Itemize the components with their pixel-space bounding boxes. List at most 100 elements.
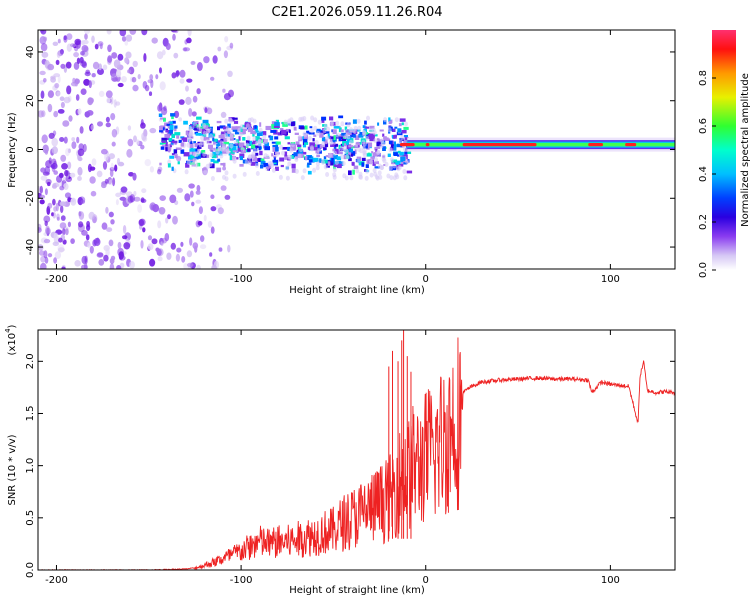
snr-y-scale-text: (x10 xyxy=(7,333,18,356)
scatter-blob xyxy=(328,160,334,166)
scatter-halo xyxy=(254,140,259,146)
noise-blob xyxy=(40,90,45,99)
noise-blob xyxy=(117,53,124,61)
scatter-blob xyxy=(327,161,331,166)
noise-blob xyxy=(191,201,195,207)
noise-blob xyxy=(132,60,138,68)
noise-blob xyxy=(220,185,227,191)
noise-blob xyxy=(171,72,177,79)
noise-blob xyxy=(65,148,70,157)
scatter-blob xyxy=(291,168,296,173)
x-tick-label: -100 xyxy=(230,274,253,285)
scatter-blob xyxy=(223,138,228,142)
scatter-halo xyxy=(403,175,408,181)
scatter-blob xyxy=(171,133,175,139)
scatter-blob xyxy=(177,161,180,165)
noise-blob xyxy=(83,78,90,86)
scatter-halo xyxy=(357,125,362,131)
figure-title: C2E1.2026.059.11.26.R04 xyxy=(271,5,442,20)
noise-blob xyxy=(101,148,108,155)
scatter-blob xyxy=(211,153,217,159)
noise-blob xyxy=(84,262,88,269)
colorbar-ticks: 0.0 0.2 0.4 0.6 0.8 xyxy=(698,70,716,278)
noise-blob xyxy=(60,154,67,162)
scatter-blob xyxy=(182,137,188,142)
scatter-blob xyxy=(174,126,177,132)
scatter-blob xyxy=(383,164,386,166)
scatter-halo xyxy=(397,164,402,170)
scatter-blob xyxy=(227,123,231,129)
scatter-blob xyxy=(319,144,325,149)
noise-blob xyxy=(129,76,135,83)
noise-blob xyxy=(39,199,45,205)
noise-blob xyxy=(40,175,48,181)
noise-blob xyxy=(203,56,210,64)
scatter-blob xyxy=(322,159,328,164)
scatter-blob xyxy=(233,120,239,124)
scatter-halo xyxy=(374,157,378,163)
scatter-halo xyxy=(307,135,312,141)
noise-blob xyxy=(77,166,83,176)
scatter-blob xyxy=(331,136,335,139)
scatter-blob xyxy=(247,148,251,152)
noise-blob xyxy=(108,211,114,218)
noise-blob xyxy=(127,69,132,74)
noise-blob xyxy=(141,132,147,141)
noise-blob xyxy=(40,30,47,35)
noise-blob xyxy=(107,44,112,53)
noise-blob xyxy=(53,232,59,242)
noise-blob xyxy=(78,221,84,228)
noise-blob xyxy=(64,169,69,177)
scatter-halo xyxy=(323,164,328,170)
scatter-halo xyxy=(372,130,377,136)
noise-blob xyxy=(40,255,46,263)
scatter-blob xyxy=(210,159,215,162)
noise-blob xyxy=(116,69,122,78)
noise-blob xyxy=(109,263,115,269)
noise-blob xyxy=(51,146,58,155)
svg-text:(x104): (x104) xyxy=(4,324,18,355)
scatter-halo xyxy=(302,131,307,137)
scatter-blob xyxy=(158,113,163,117)
scatter-blob xyxy=(252,157,257,162)
x-tick-label: 100 xyxy=(601,274,620,285)
scatter-halo xyxy=(345,128,350,134)
colorbar-tick-label: 0.6 xyxy=(698,118,709,134)
scatter-halo xyxy=(335,132,340,138)
scatter-blob xyxy=(388,140,393,145)
scatter-blob xyxy=(343,155,347,160)
scatter-blob xyxy=(307,155,312,158)
scatter-halo xyxy=(267,160,272,166)
scatter-blob xyxy=(401,122,404,126)
y-tick-label: 2.0 xyxy=(25,353,36,369)
noise-blob xyxy=(227,70,233,78)
scatter-halo xyxy=(232,158,237,164)
scatter-halo xyxy=(387,127,392,133)
scatter-halo xyxy=(248,154,252,160)
scatter-halo xyxy=(389,175,394,181)
noise-blob xyxy=(220,111,227,118)
noise-blob xyxy=(224,194,231,200)
noise-blob xyxy=(84,255,88,265)
noise-blob xyxy=(101,222,108,230)
noise-blob xyxy=(148,91,153,96)
noise-blob xyxy=(75,94,80,101)
scatter-halo xyxy=(275,151,279,157)
scatter-blob xyxy=(321,116,327,121)
scatter-blob xyxy=(237,145,243,150)
noise-blob xyxy=(190,60,196,65)
scatter-halo xyxy=(368,158,373,164)
scatter-halo xyxy=(365,135,370,141)
noise-blob xyxy=(73,61,80,70)
noise-blob xyxy=(78,143,84,151)
scatter-halo xyxy=(279,144,284,150)
scatter-blob xyxy=(166,123,171,126)
scatter-halo xyxy=(380,165,385,171)
scatter-blob xyxy=(312,146,318,151)
scatter-blob xyxy=(302,138,308,143)
noise-blob xyxy=(53,206,57,212)
scatter-halo xyxy=(310,146,314,152)
noise-blob xyxy=(182,47,188,52)
noise-blob xyxy=(88,211,95,220)
noise-blob xyxy=(81,61,87,69)
